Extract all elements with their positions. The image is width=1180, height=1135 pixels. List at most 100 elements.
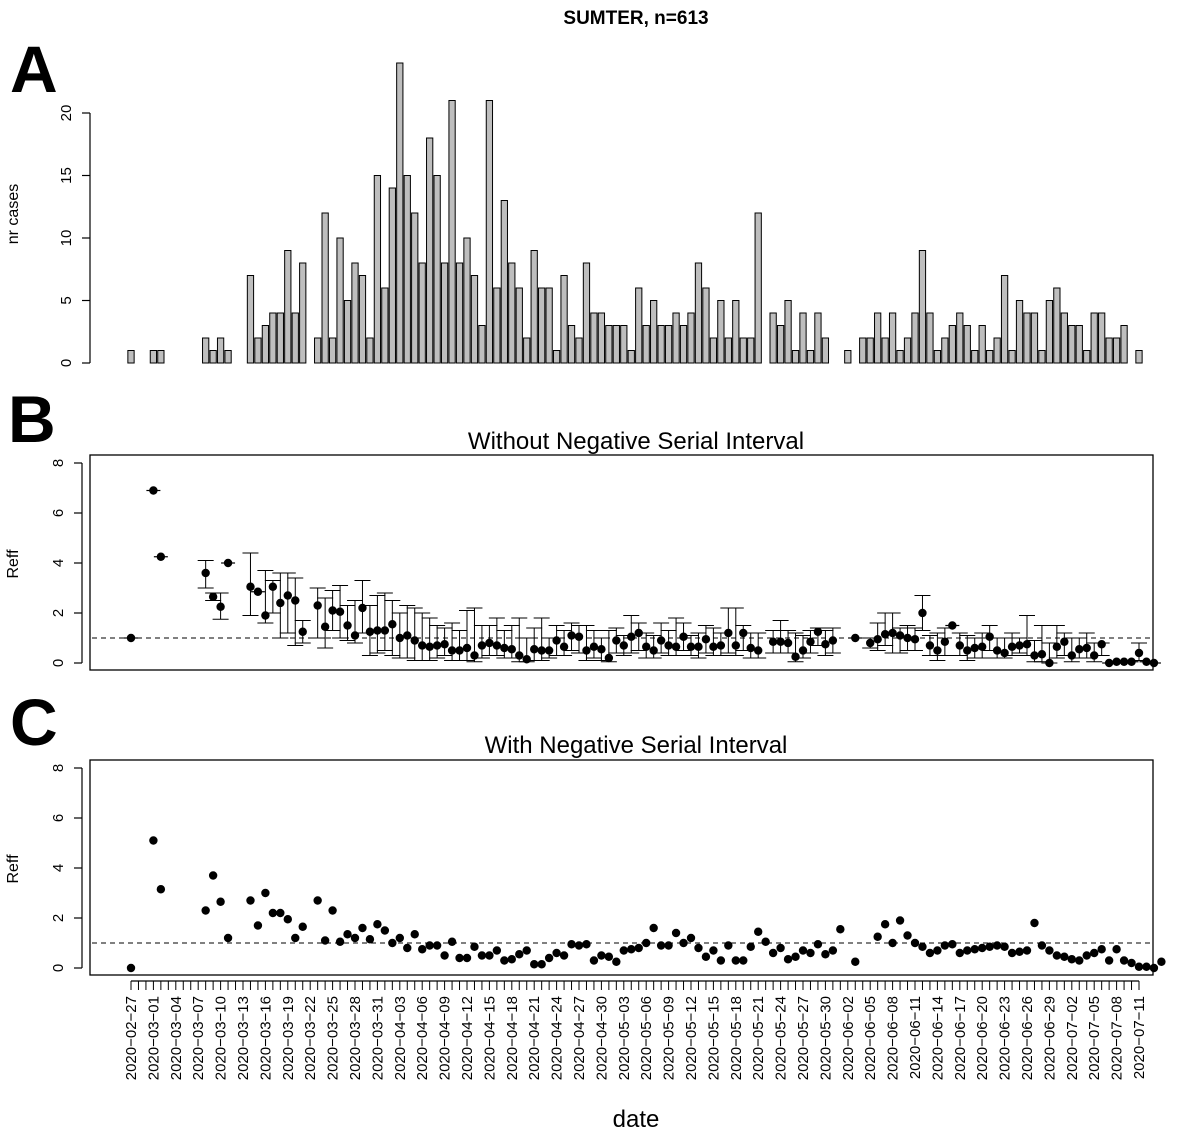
x-date-label: 2020−03−28 (347, 996, 364, 1080)
case-bar (814, 312, 822, 364)
case-bar (500, 200, 508, 364)
reff-point (910, 635, 920, 644)
reff-point (649, 923, 658, 933)
case-bar (358, 275, 367, 364)
panel-b-error-bars (124, 489, 1161, 664)
case-bar (664, 325, 673, 364)
case-bar (941, 337, 949, 364)
x-date-label: 2020−06−17 (952, 996, 969, 1080)
case-bar (276, 312, 284, 364)
case-bar (440, 262, 449, 364)
case-bar (821, 337, 830, 364)
case-bar (948, 325, 956, 364)
x-date-label: 2020−06−02 (840, 996, 857, 1080)
case-bar (605, 325, 613, 364)
reff-point (418, 945, 427, 954)
reff-point (948, 621, 957, 630)
x-date-label: 2020−03−07 (190, 996, 207, 1080)
reff-point (1082, 643, 1091, 653)
reff-point (432, 641, 442, 650)
x-date-label: 2020−05−15 (705, 996, 722, 1080)
case-bar (485, 100, 494, 364)
reff-point (664, 641, 673, 650)
reff-point (283, 915, 292, 924)
reff-point (410, 930, 419, 939)
reff-point (470, 942, 479, 951)
reff-point (500, 643, 509, 653)
reff-point (208, 592, 218, 601)
case-bar (127, 350, 135, 364)
case-bar (687, 312, 695, 364)
reff-point (903, 633, 912, 643)
reff-point (477, 951, 487, 960)
case-bar (806, 350, 815, 364)
panel-b: B Without Negative Serial Interval 0 2 4 6 8… (5, 382, 1161, 671)
reff-point (985, 942, 994, 951)
x-date-label: 2020−05−27 (795, 996, 812, 1080)
reff-point (828, 636, 838, 645)
case-bar (433, 175, 441, 364)
reff-point (694, 642, 703, 651)
case-bar (575, 337, 583, 364)
reff-point (440, 640, 449, 649)
case-bar (254, 337, 262, 364)
x-date-label: 2020−03−10 (213, 996, 230, 1080)
case-bar (732, 300, 740, 364)
case-bar (403, 175, 411, 364)
panel-b-y-label: Reff (5, 549, 22, 579)
reff-point (992, 646, 1002, 655)
case-bar (1060, 312, 1068, 364)
x-axis-label: date (613, 1106, 660, 1133)
reff-point (1060, 952, 1069, 961)
reff-point (126, 633, 136, 643)
reff-point (1134, 648, 1144, 658)
reff-point (634, 628, 643, 638)
case-bar (635, 287, 643, 364)
x-date-label: 2020−05−06 (638, 996, 655, 1080)
x-date-label: 2020−07−05 (1086, 996, 1103, 1080)
reff-point (201, 906, 210, 915)
reff-point (485, 638, 494, 648)
reff-point (268, 908, 278, 918)
reff-point (291, 933, 300, 943)
reff-point (582, 646, 591, 655)
case-bar (493, 287, 501, 364)
reff-point (1157, 957, 1166, 966)
reff-point (1112, 945, 1121, 954)
case-bar (769, 312, 777, 364)
reff-point (335, 937, 345, 946)
case-bar (844, 350, 852, 364)
reff-point (320, 622, 330, 631)
reff-point (724, 941, 733, 950)
reff-point (500, 956, 509, 965)
reff-point (731, 956, 740, 965)
case-bar (1090, 312, 1098, 364)
x-date-label: 2020−04−18 (504, 996, 521, 1080)
reff-point (619, 641, 628, 650)
reff-point (313, 601, 322, 610)
x-date-label: 2020−03−04 (168, 996, 185, 1080)
reff-point (1000, 648, 1009, 658)
x-date-label: 2020−03−19 (280, 996, 297, 1080)
reff-point (388, 620, 397, 629)
reff-point (925, 641, 935, 650)
reff-point (1090, 651, 1099, 660)
reff-point (447, 646, 457, 655)
reff-point (358, 923, 367, 933)
case-bar (590, 312, 598, 364)
reff-point (686, 933, 696, 943)
x-date-label: 2020−07−02 (1064, 996, 1081, 1080)
case-bar (963, 325, 971, 364)
reff-point (940, 941, 950, 950)
case-bar (1098, 312, 1106, 364)
x-date-label: 2020−04−27 (571, 996, 588, 1080)
reff-point (492, 641, 502, 650)
reff-point (1149, 963, 1159, 973)
reff-point (156, 552, 166, 561)
reff-point (208, 871, 218, 880)
reff-point (597, 951, 606, 960)
case-bar (470, 275, 479, 364)
reff-point (642, 642, 651, 651)
case-bar (926, 312, 934, 364)
panel-b-letter: B (8, 382, 56, 456)
